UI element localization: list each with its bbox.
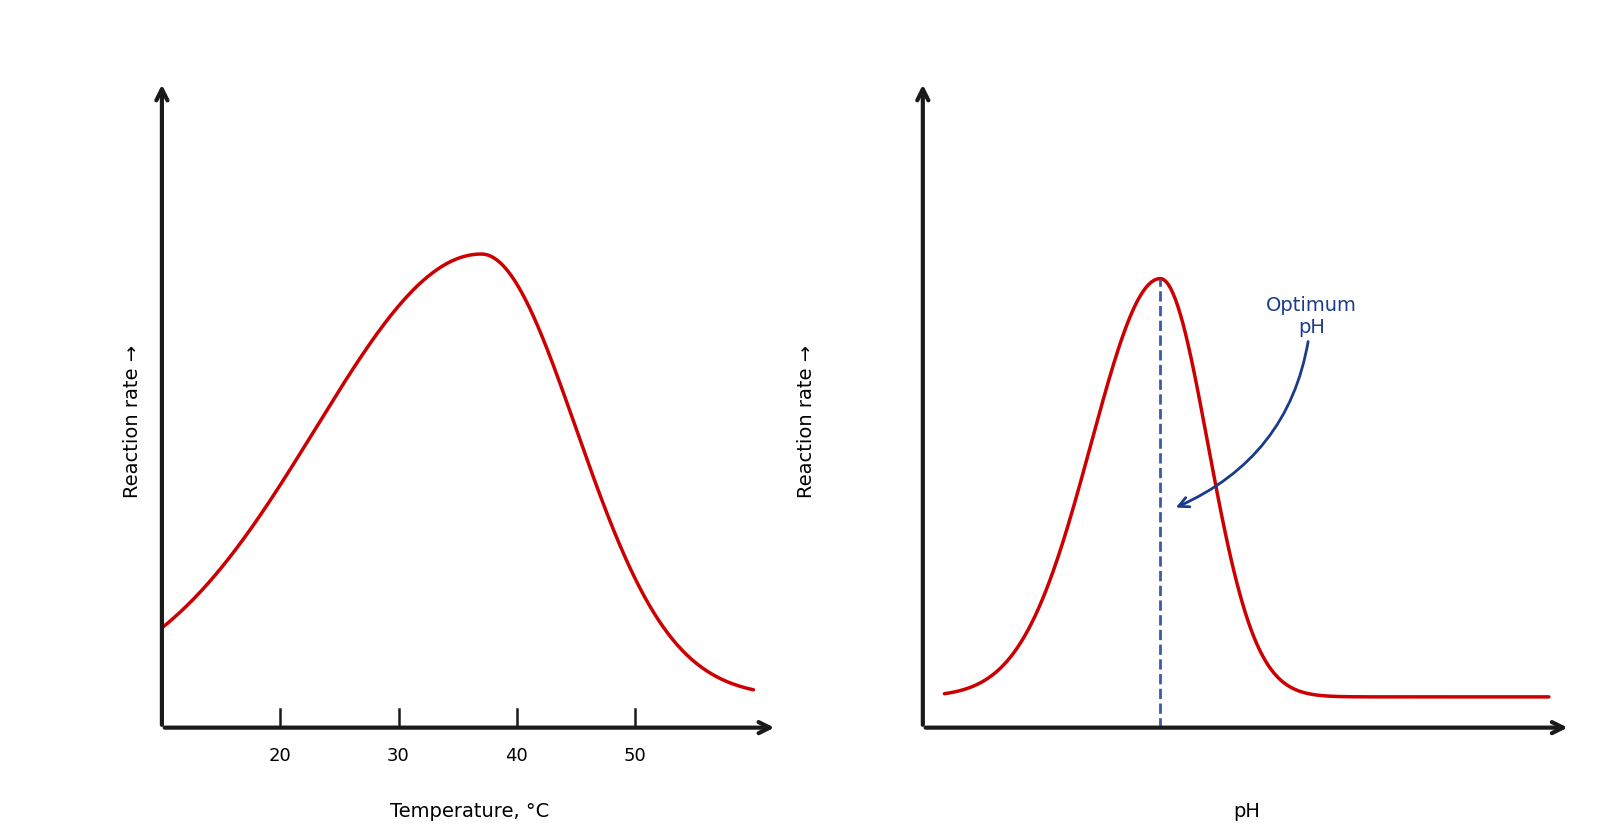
Text: 20: 20: [269, 746, 291, 764]
Text: Optimum
pH: Optimum pH: [1179, 296, 1357, 507]
Text: Reaction rate →: Reaction rate →: [123, 344, 142, 497]
Text: 50: 50: [623, 746, 646, 764]
Text: Reaction rate →: Reaction rate →: [797, 344, 816, 497]
Text: pH: pH: [1234, 801, 1260, 820]
Text: Temperature, °C: Temperature, °C: [390, 801, 549, 820]
Text: 40: 40: [505, 746, 528, 764]
Text: 30: 30: [387, 746, 410, 764]
